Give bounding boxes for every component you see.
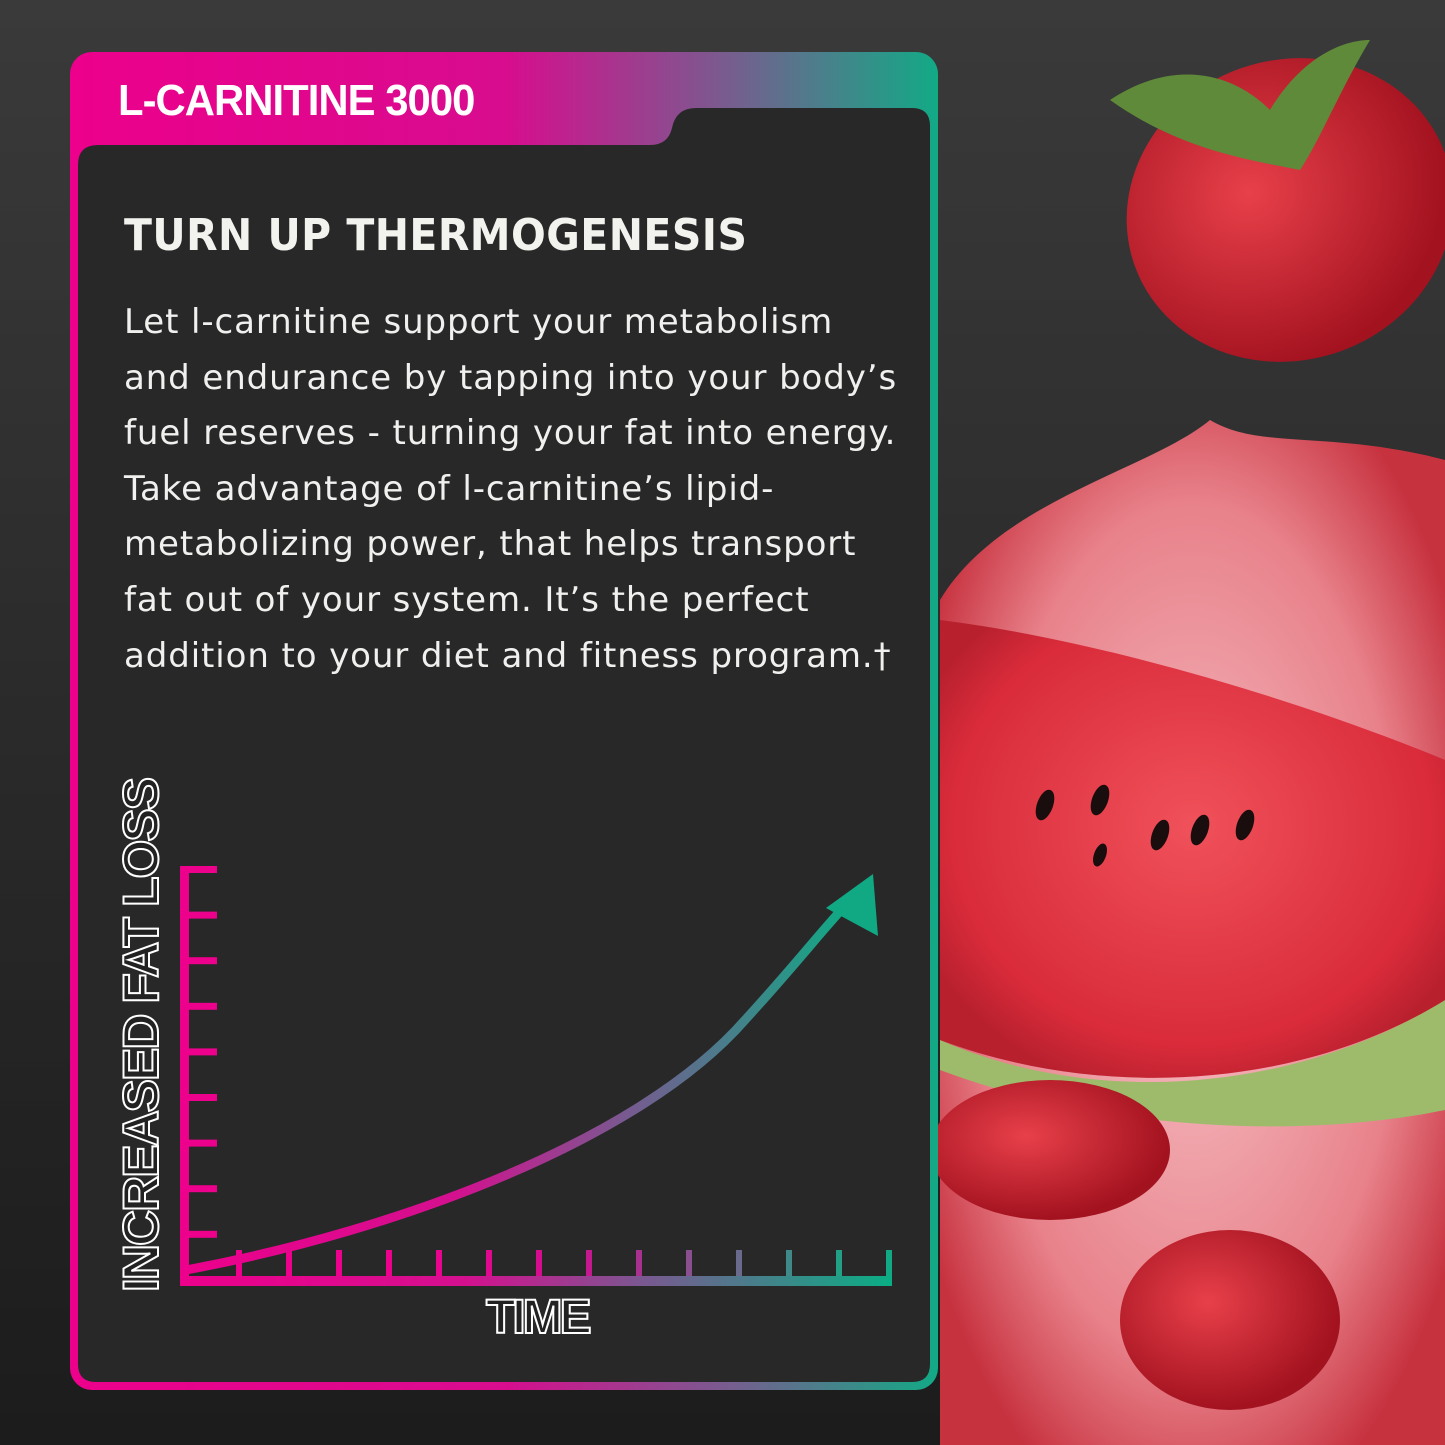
y-tick <box>185 1048 217 1056</box>
watermelon-seeds <box>1035 784 1255 867</box>
y-tick <box>185 1002 217 1010</box>
y-axis-ticks <box>185 866 217 1238</box>
x-axis-label: TIME <box>485 1290 593 1345</box>
strawberry-bottom-right <box>1120 1230 1340 1410</box>
x-tick <box>686 1250 692 1280</box>
y-axis-label: INCREASED FAT LOSS <box>112 778 170 1293</box>
x-tick <box>636 1250 642 1280</box>
strawberry-bottom-left <box>930 1080 1170 1220</box>
x-tick <box>486 1250 492 1280</box>
y-tick <box>185 866 217 873</box>
strawberry-top <box>1126 58 1445 362</box>
strawberry-leaves <box>1110 40 1370 170</box>
description-text: Let l-carnitine support your metabolism … <box>124 302 898 676</box>
y-tick <box>185 1185 217 1193</box>
y-tick <box>185 911 217 919</box>
x-tick <box>236 1250 242 1280</box>
x-tick <box>386 1250 392 1280</box>
x-tick <box>336 1250 342 1280</box>
info-card <box>70 52 938 1390</box>
trend-arrow-icon <box>826 874 878 936</box>
x-tick <box>886 1250 892 1280</box>
x-tick <box>586 1250 592 1280</box>
y-tick <box>185 1094 217 1101</box>
card-panel <box>78 108 930 1382</box>
x-tick <box>536 1250 542 1280</box>
y-tick <box>185 957 217 965</box>
y-tick <box>185 1139 217 1147</box>
y-tick <box>185 1230 217 1238</box>
y-axis <box>180 866 189 1286</box>
x-tick <box>736 1250 742 1280</box>
x-axis <box>180 1276 892 1286</box>
x-tick <box>836 1250 842 1280</box>
x-axis-ticks <box>236 1250 892 1280</box>
watermelon-flesh <box>940 620 1445 1078</box>
x-tick <box>786 1250 792 1280</box>
fruit-illustration <box>930 40 1445 1445</box>
x-tick <box>286 1250 292 1280</box>
x-tick <box>436 1250 442 1280</box>
fat-loss-chart <box>180 866 892 1286</box>
product-name: L-CARNITINE 3000 <box>118 76 475 125</box>
trend-curve <box>185 888 862 1275</box>
section-heading: TURN UP THERMOGENESIS <box>124 210 748 261</box>
